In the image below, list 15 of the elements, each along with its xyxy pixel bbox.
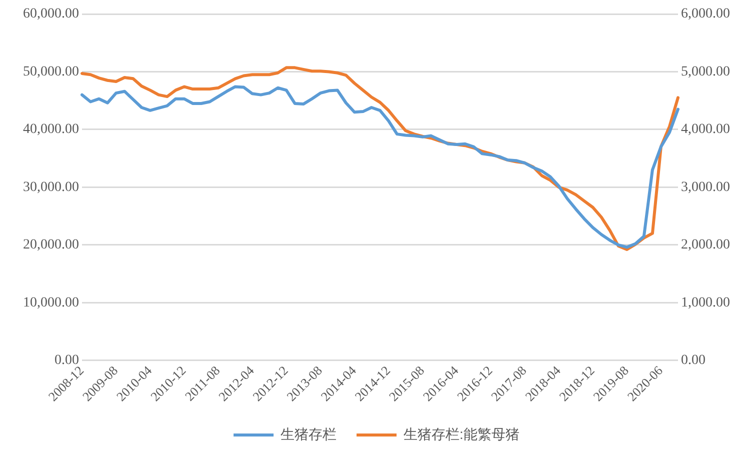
legend-label: 生猪存栏:能繁母猪 [404, 426, 520, 442]
y2-tick-label: 5,000.00 [681, 64, 730, 80]
y-tick-label: 20,000.00 [23, 238, 79, 253]
y2-tick-label: 4,000.00 [681, 122, 730, 138]
y2-tick-label: 0.00 [681, 353, 706, 368]
y-tick-label: 60,000.00 [23, 6, 79, 22]
y2-tick-label: 1,000.00 [681, 295, 730, 310]
y2-tick-label: 3,000.00 [681, 180, 730, 195]
y-tick-label: 30,000.00 [23, 180, 79, 195]
y2-tick-label: 2,000.00 [681, 238, 730, 253]
y-tick-label: 40,000.00 [23, 122, 79, 138]
y-tick-label: 10,000.00 [23, 295, 79, 310]
y2-tick-label: 6,000.00 [681, 6, 730, 22]
legend-label: 生猪存栏 [280, 426, 337, 442]
y-tick-label: 50,000.00 [23, 64, 79, 80]
